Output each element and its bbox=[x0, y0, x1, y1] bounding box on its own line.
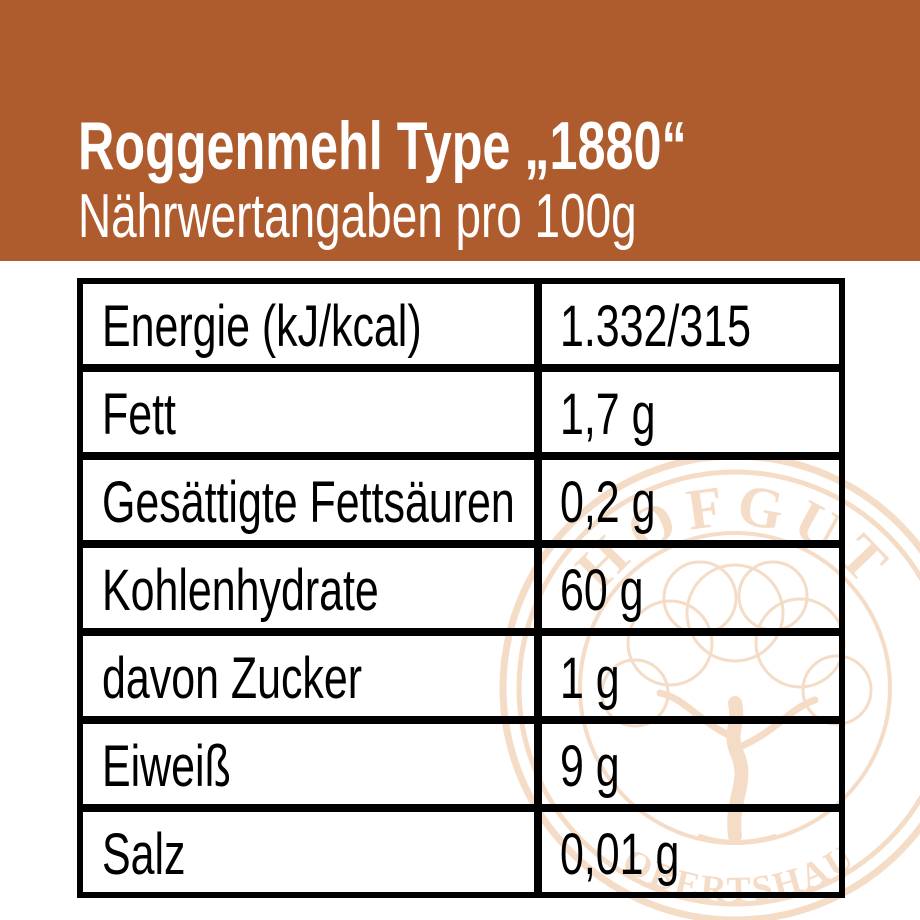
nutrient-value-text: 9 g bbox=[560, 734, 620, 799]
nutrient-value-text: 0,01 g bbox=[560, 822, 680, 887]
nutrient-label: Energie (kJ/kcal) bbox=[83, 284, 542, 364]
nutrient-value: 9 g bbox=[542, 724, 839, 804]
nutrient-label: Eiweiß bbox=[83, 724, 542, 804]
nutrition-table: Energie (kJ/kcal) 1.332/315 Fett 1,7 g G… bbox=[77, 278, 845, 898]
nutrient-value-text: 1 g bbox=[560, 646, 620, 711]
table-row-saturated-fat: Gesättigte Fettsäuren 0,2 g bbox=[83, 460, 839, 548]
nutrient-label-text: Kohlenhydrate bbox=[102, 558, 379, 623]
nutrient-value-text: 1,7 g bbox=[560, 382, 656, 447]
nutrient-value: 1 g bbox=[542, 636, 839, 716]
nutrient-value-text: 0,2 g bbox=[560, 470, 656, 535]
serving-subtitle-text: Nährwertangaben pro 100g bbox=[78, 182, 637, 251]
nutrient-label: davon Zucker bbox=[83, 636, 542, 716]
nutrient-label: Kohlenhydrate bbox=[83, 548, 542, 628]
product-title: Roggenmehl Type „1880“ bbox=[78, 112, 901, 180]
nutrient-label-text: davon Zucker bbox=[102, 646, 363, 711]
product-title-text: Roggenmehl Type „1880“ bbox=[78, 108, 687, 184]
nutrient-label-text: Gesättigte Fettsäuren bbox=[102, 470, 515, 535]
nutrient-value-text: 60 g bbox=[560, 558, 644, 623]
table-row-fat: Fett 1,7 g bbox=[83, 372, 839, 460]
nutrient-label-text: Salz bbox=[102, 822, 186, 887]
nutrient-value: 1,7 g bbox=[542, 372, 839, 452]
nutrient-label-text: Energie (kJ/kcal) bbox=[102, 294, 422, 359]
table-row-protein: Eiweiß 9 g bbox=[83, 724, 839, 812]
nutrient-label-text: Eiweiß bbox=[102, 734, 231, 799]
nutrient-value: 1.332/315 bbox=[542, 284, 839, 364]
table-row-carbohydrates: Kohlenhydrate 60 g bbox=[83, 548, 839, 636]
nutrient-label-text: Fett bbox=[102, 382, 176, 447]
nutrient-label: Gesättigte Fettsäuren bbox=[83, 460, 542, 540]
table-row-sugar: davon Zucker 1 g bbox=[83, 636, 839, 724]
nutrient-label: Fett bbox=[83, 372, 542, 452]
table-row-salt: Salz 0,01 g bbox=[83, 812, 839, 892]
nutrient-value: 0,2 g bbox=[542, 460, 839, 540]
table-row-energy: Energie (kJ/kcal) 1.332/315 bbox=[83, 284, 839, 372]
nutrient-value: 60 g bbox=[542, 548, 839, 628]
nutrient-value: 0,01 g bbox=[542, 812, 839, 892]
nutrient-label: Salz bbox=[83, 812, 542, 892]
serving-subtitle: Nährwertangaben pro 100g bbox=[78, 186, 833, 248]
nutrient-value-text: 1.332/315 bbox=[560, 294, 751, 359]
product-header: Roggenmehl Type „1880“ Nährwertangaben p… bbox=[0, 0, 920, 261]
